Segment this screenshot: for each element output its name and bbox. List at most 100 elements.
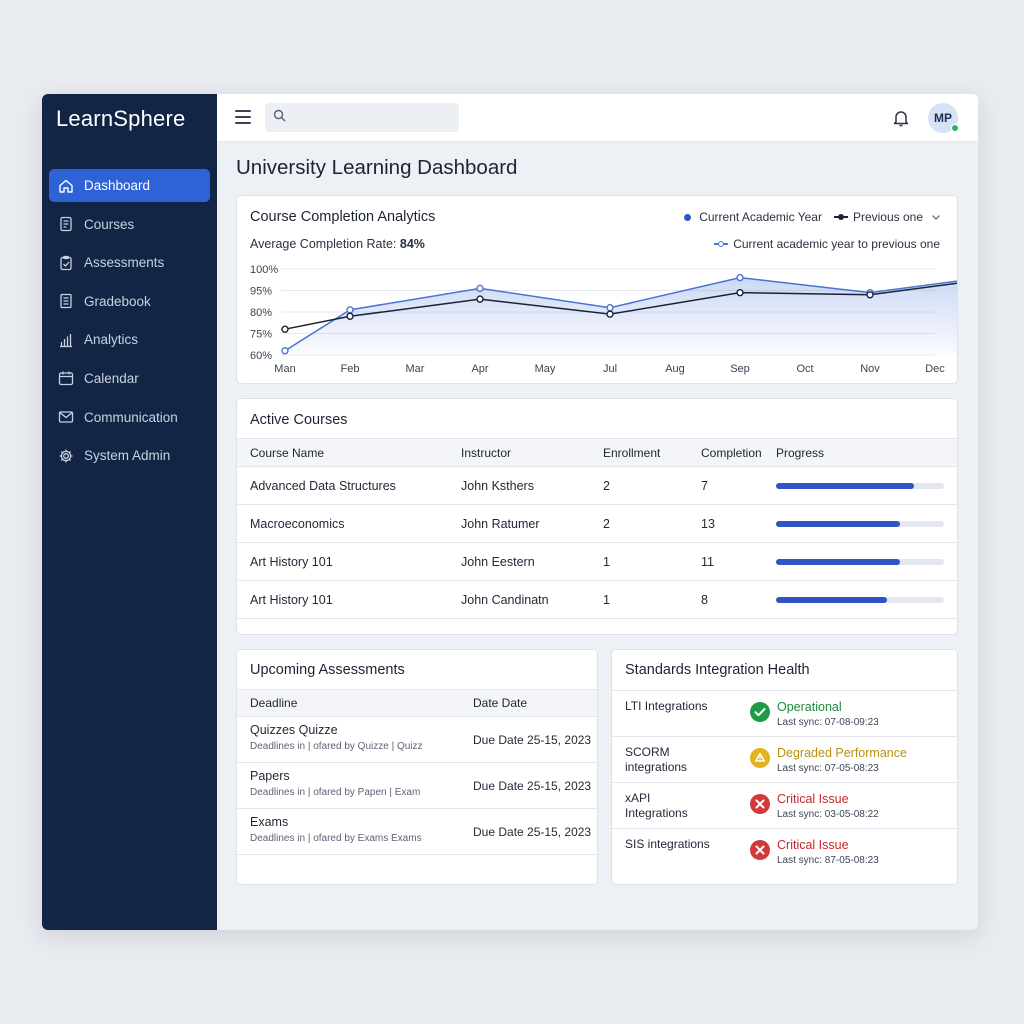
data-point <box>606 310 614 318</box>
course-name[interactable]: Advanced Data Structures <box>250 478 396 493</box>
integration-name: SIS integrations <box>625 837 710 851</box>
data-point <box>866 291 874 299</box>
col-date[interactable]: Date Date <box>473 696 528 710</box>
col-completion[interactable]: Completion <box>701 445 762 460</box>
data-point <box>736 273 744 282</box>
assessment-due-date: Due Date 25-15, 2023 <box>473 824 592 839</box>
search-box[interactable] <box>265 103 459 132</box>
series-area-0 <box>285 277 957 355</box>
active-courses-card: Active Courses Course Name Instructor En… <box>236 398 958 635</box>
course-name[interactable]: Macroeconomics <box>250 516 345 531</box>
course-name[interactable]: Art History 101 <box>250 554 333 569</box>
average-completion: Average Completion Rate: 84% <box>250 237 425 251</box>
table-row[interactable]: Art History 101 John Candinatn 1 8 <box>237 581 957 619</box>
progress-fill <box>776 520 901 527</box>
course-instructor: John Ksthers <box>461 478 534 493</box>
upcoming-assessments-title: Upcoming Assessments <box>250 662 405 678</box>
home-icon <box>58 178 74 194</box>
gear-icon <box>58 448 74 464</box>
course-enrollment: 1 <box>603 592 610 607</box>
x-tick-label: Nov <box>860 363 880 375</box>
progress-fill <box>776 558 901 565</box>
course-completion: 8 <box>701 592 708 607</box>
col-deadline[interactable]: Deadline <box>250 696 298 710</box>
col-course-name[interactable]: Course Name <box>250 445 325 460</box>
search-icon <box>273 109 286 127</box>
x-circle-icon <box>749 793 771 815</box>
integration-last-sync: Last sync: 87-05-08:23 <box>777 855 879 866</box>
x-circle-icon <box>749 839 771 861</box>
col-enrollment[interactable]: Enrollment <box>603 445 661 460</box>
list-item[interactable]: SIS integrations Critical Issue Last sync:… <box>612 828 957 874</box>
integration-health-card: Standards Integration Health LTI Integra… <box>611 649 958 885</box>
list-item[interactable]: Quizzes Quizze Deadlines in | ofared by Q… <box>237 717 597 763</box>
x-tick-label: Mar <box>406 363 425 375</box>
upcoming-assessments-card: Upcoming Assessments Deadline Date Date … <box>236 649 598 885</box>
integration-name: SCORM integrations <box>625 745 688 774</box>
course-completion: 11 <box>701 554 714 569</box>
chart-legend: Current Academic Year Previous one <box>684 210 941 224</box>
assessment-name: Papers <box>250 769 290 783</box>
sidebar-item-assessments[interactable]: Assessments <box>49 246 210 279</box>
sidebar-item-analytics[interactable]: Analytics <box>49 323 210 356</box>
integration-health-title: Standards Integration Health <box>625 662 810 678</box>
list-item[interactable]: xAPI Integrations Critical Issue Last sync… <box>612 782 957 828</box>
page-title: University Learning Dashboard <box>236 156 518 179</box>
document-icon <box>58 216 74 232</box>
warning-circle-icon <box>749 747 771 769</box>
integration-name: LTI Integrations <box>625 699 708 713</box>
progress-bar <box>776 482 944 489</box>
list-item[interactable]: LTI Integrations Operational Last sync: 07… <box>612 690 957 736</box>
table-row[interactable]: Macroeconomics John Ratumer 2 13 <box>237 505 957 543</box>
col-progress[interactable]: Progress <box>776 445 825 460</box>
legend-compare-marker <box>714 240 729 247</box>
course-name[interactable]: Art History 101 <box>250 592 333 607</box>
sidebar-item-label: Calendar <box>84 370 139 386</box>
chevron-down-icon[interactable] <box>931 212 941 222</box>
top-bar: MP <box>217 94 978 142</box>
completion-line-chart: 100% 95% 80% 75% 60%Man Feb Mar Apr May Jul Aug Sep… <box>250 264 957 375</box>
sidebar-item-label: Courses <box>84 216 135 232</box>
list-item[interactable]: Exams Deadlines in | ofared by Exams Exam… <box>237 809 597 855</box>
data-point <box>346 306 354 314</box>
col-instructor[interactable]: Instructor <box>461 445 512 460</box>
calendar-icon <box>58 370 74 386</box>
bell-icon[interactable] <box>891 108 911 128</box>
mail-icon <box>58 409 74 425</box>
progress-bar <box>776 596 944 603</box>
sidebar-item-communication[interactable]: Communication <box>49 401 210 434</box>
list-item[interactable]: SCORM integrations Degraded Performance La… <box>612 736 957 782</box>
table-row[interactable]: Art History 101 John Eestern 1 11 <box>237 543 957 581</box>
sidebar-item-label: Communication <box>84 409 178 425</box>
sidebar-item-gradebook[interactable]: Gradebook <box>49 285 210 318</box>
brand-logo[interactable]: LearnSphere <box>56 106 186 131</box>
assessment-name: Exams <box>250 815 289 829</box>
sidebar-item-label: System Admin <box>84 448 171 464</box>
legend-compare-label: Current academic year to previous one <box>733 237 940 251</box>
sidebar-item-system-admin[interactable]: System Admin <box>49 439 210 472</box>
avatar[interactable]: MP <box>928 103 959 133</box>
integration-status: Critical Issue <box>777 792 849 806</box>
list-item[interactable]: Papers Deadlines in | ofared by Papen | E… <box>237 763 597 809</box>
table-row[interactable]: Advanced Data Structures John Ksthers 2 7 <box>237 467 957 505</box>
course-instructor: John Eestern <box>461 554 535 569</box>
average-value: 84% <box>399 237 425 251</box>
menu-icon[interactable] <box>235 110 251 124</box>
course-instructor: John Candinatn <box>461 592 549 607</box>
progress-bar <box>776 520 944 527</box>
integration-status: Operational <box>777 700 842 714</box>
chart-title: Course Completion Analytics <box>250 209 436 225</box>
y-tick-label: 60% <box>250 350 272 362</box>
assessment-description: Deadlines in | ofared by Exams Exams <box>250 833 422 844</box>
legend-previous-marker <box>833 213 848 220</box>
sidebar-item-label: Assessments <box>84 255 165 271</box>
x-tick-label: Man <box>274 363 295 375</box>
sidebar-item-courses[interactable]: Courses <box>49 208 210 241</box>
data-point <box>476 295 484 303</box>
search-input[interactable] <box>292 110 452 125</box>
legend-previous-label: Previous one <box>852 210 923 224</box>
integration-last-sync: Last sync: 03-05-08:22 <box>777 809 879 820</box>
chart-compare-legend: Current academic year to previous one <box>714 237 940 251</box>
sidebar-item-dashboard[interactable]: Dashboard <box>49 169 210 202</box>
sidebar-item-calendar[interactable]: Calendar <box>49 362 210 395</box>
